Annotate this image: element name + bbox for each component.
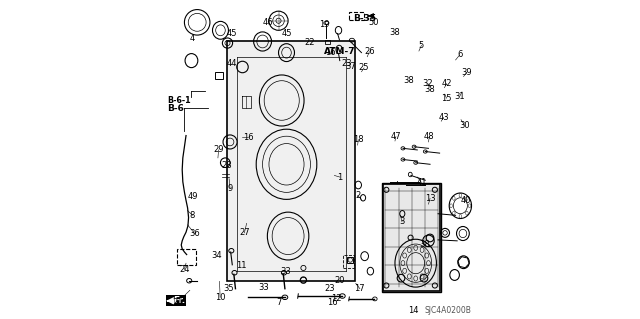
Text: B-6: B-6 [168,104,184,113]
FancyBboxPatch shape [166,295,186,306]
Text: 36: 36 [189,229,200,238]
Text: 39: 39 [461,68,472,77]
Text: 1: 1 [337,173,342,182]
Text: 47: 47 [390,132,401,141]
Text: 44: 44 [227,59,237,68]
Text: 22: 22 [304,38,315,47]
Text: 40: 40 [460,196,470,205]
Text: 27: 27 [239,228,250,237]
Text: 23: 23 [341,59,352,68]
Text: ATM-7: ATM-7 [324,47,356,56]
Text: 45: 45 [227,29,237,38]
Text: 41: 41 [416,178,427,187]
Text: 7: 7 [276,298,282,307]
Text: 35: 35 [223,284,234,293]
FancyBboxPatch shape [382,183,441,292]
Text: 17: 17 [355,284,365,293]
Text: 14: 14 [408,306,419,315]
Text: 12: 12 [331,294,341,303]
Text: 20: 20 [335,276,345,285]
Text: 16: 16 [328,298,338,307]
Text: 21: 21 [172,298,182,307]
Text: 16: 16 [325,48,335,57]
Text: 49: 49 [187,192,198,201]
Text: 38: 38 [403,76,414,85]
Text: 38: 38 [424,85,435,94]
Text: 26: 26 [364,47,375,56]
Text: 4: 4 [189,34,195,43]
Text: 50: 50 [369,18,379,27]
Text: 33: 33 [258,283,269,292]
Text: 2: 2 [355,191,360,200]
Text: 13: 13 [425,194,435,203]
Text: 28: 28 [221,161,232,170]
Text: 18: 18 [353,135,364,144]
Text: 32: 32 [422,79,433,88]
Text: 37: 37 [345,63,356,71]
Text: SJC4A0200B: SJC4A0200B [425,306,472,315]
Text: 34: 34 [212,251,222,260]
FancyBboxPatch shape [227,41,355,281]
Text: 23: 23 [324,284,335,293]
Text: 33: 33 [280,267,291,276]
Text: 30: 30 [459,121,470,130]
Text: 3: 3 [399,217,404,226]
Text: 5: 5 [419,41,424,50]
Text: 24: 24 [179,265,189,274]
Text: 8: 8 [189,211,195,220]
Text: 16: 16 [243,133,253,142]
Text: 38: 38 [390,28,401,37]
Text: 45: 45 [282,29,292,38]
Text: 6: 6 [457,50,463,59]
Text: 15: 15 [442,94,452,103]
Text: B-6-1: B-6-1 [168,96,191,105]
Text: 25: 25 [359,63,369,72]
Text: 31: 31 [454,92,465,101]
Text: 42: 42 [442,79,452,88]
Text: 10: 10 [215,293,225,302]
Text: B-35: B-35 [353,14,376,23]
Text: 19: 19 [319,20,330,29]
Text: 11: 11 [236,261,246,270]
Text: 38: 38 [419,240,429,249]
Text: 43: 43 [438,113,449,122]
Text: 9: 9 [227,184,233,193]
Text: 46: 46 [262,19,273,27]
Text: 29: 29 [213,145,224,154]
Text: 48: 48 [424,132,435,141]
Text: Fr.: Fr. [173,296,186,305]
